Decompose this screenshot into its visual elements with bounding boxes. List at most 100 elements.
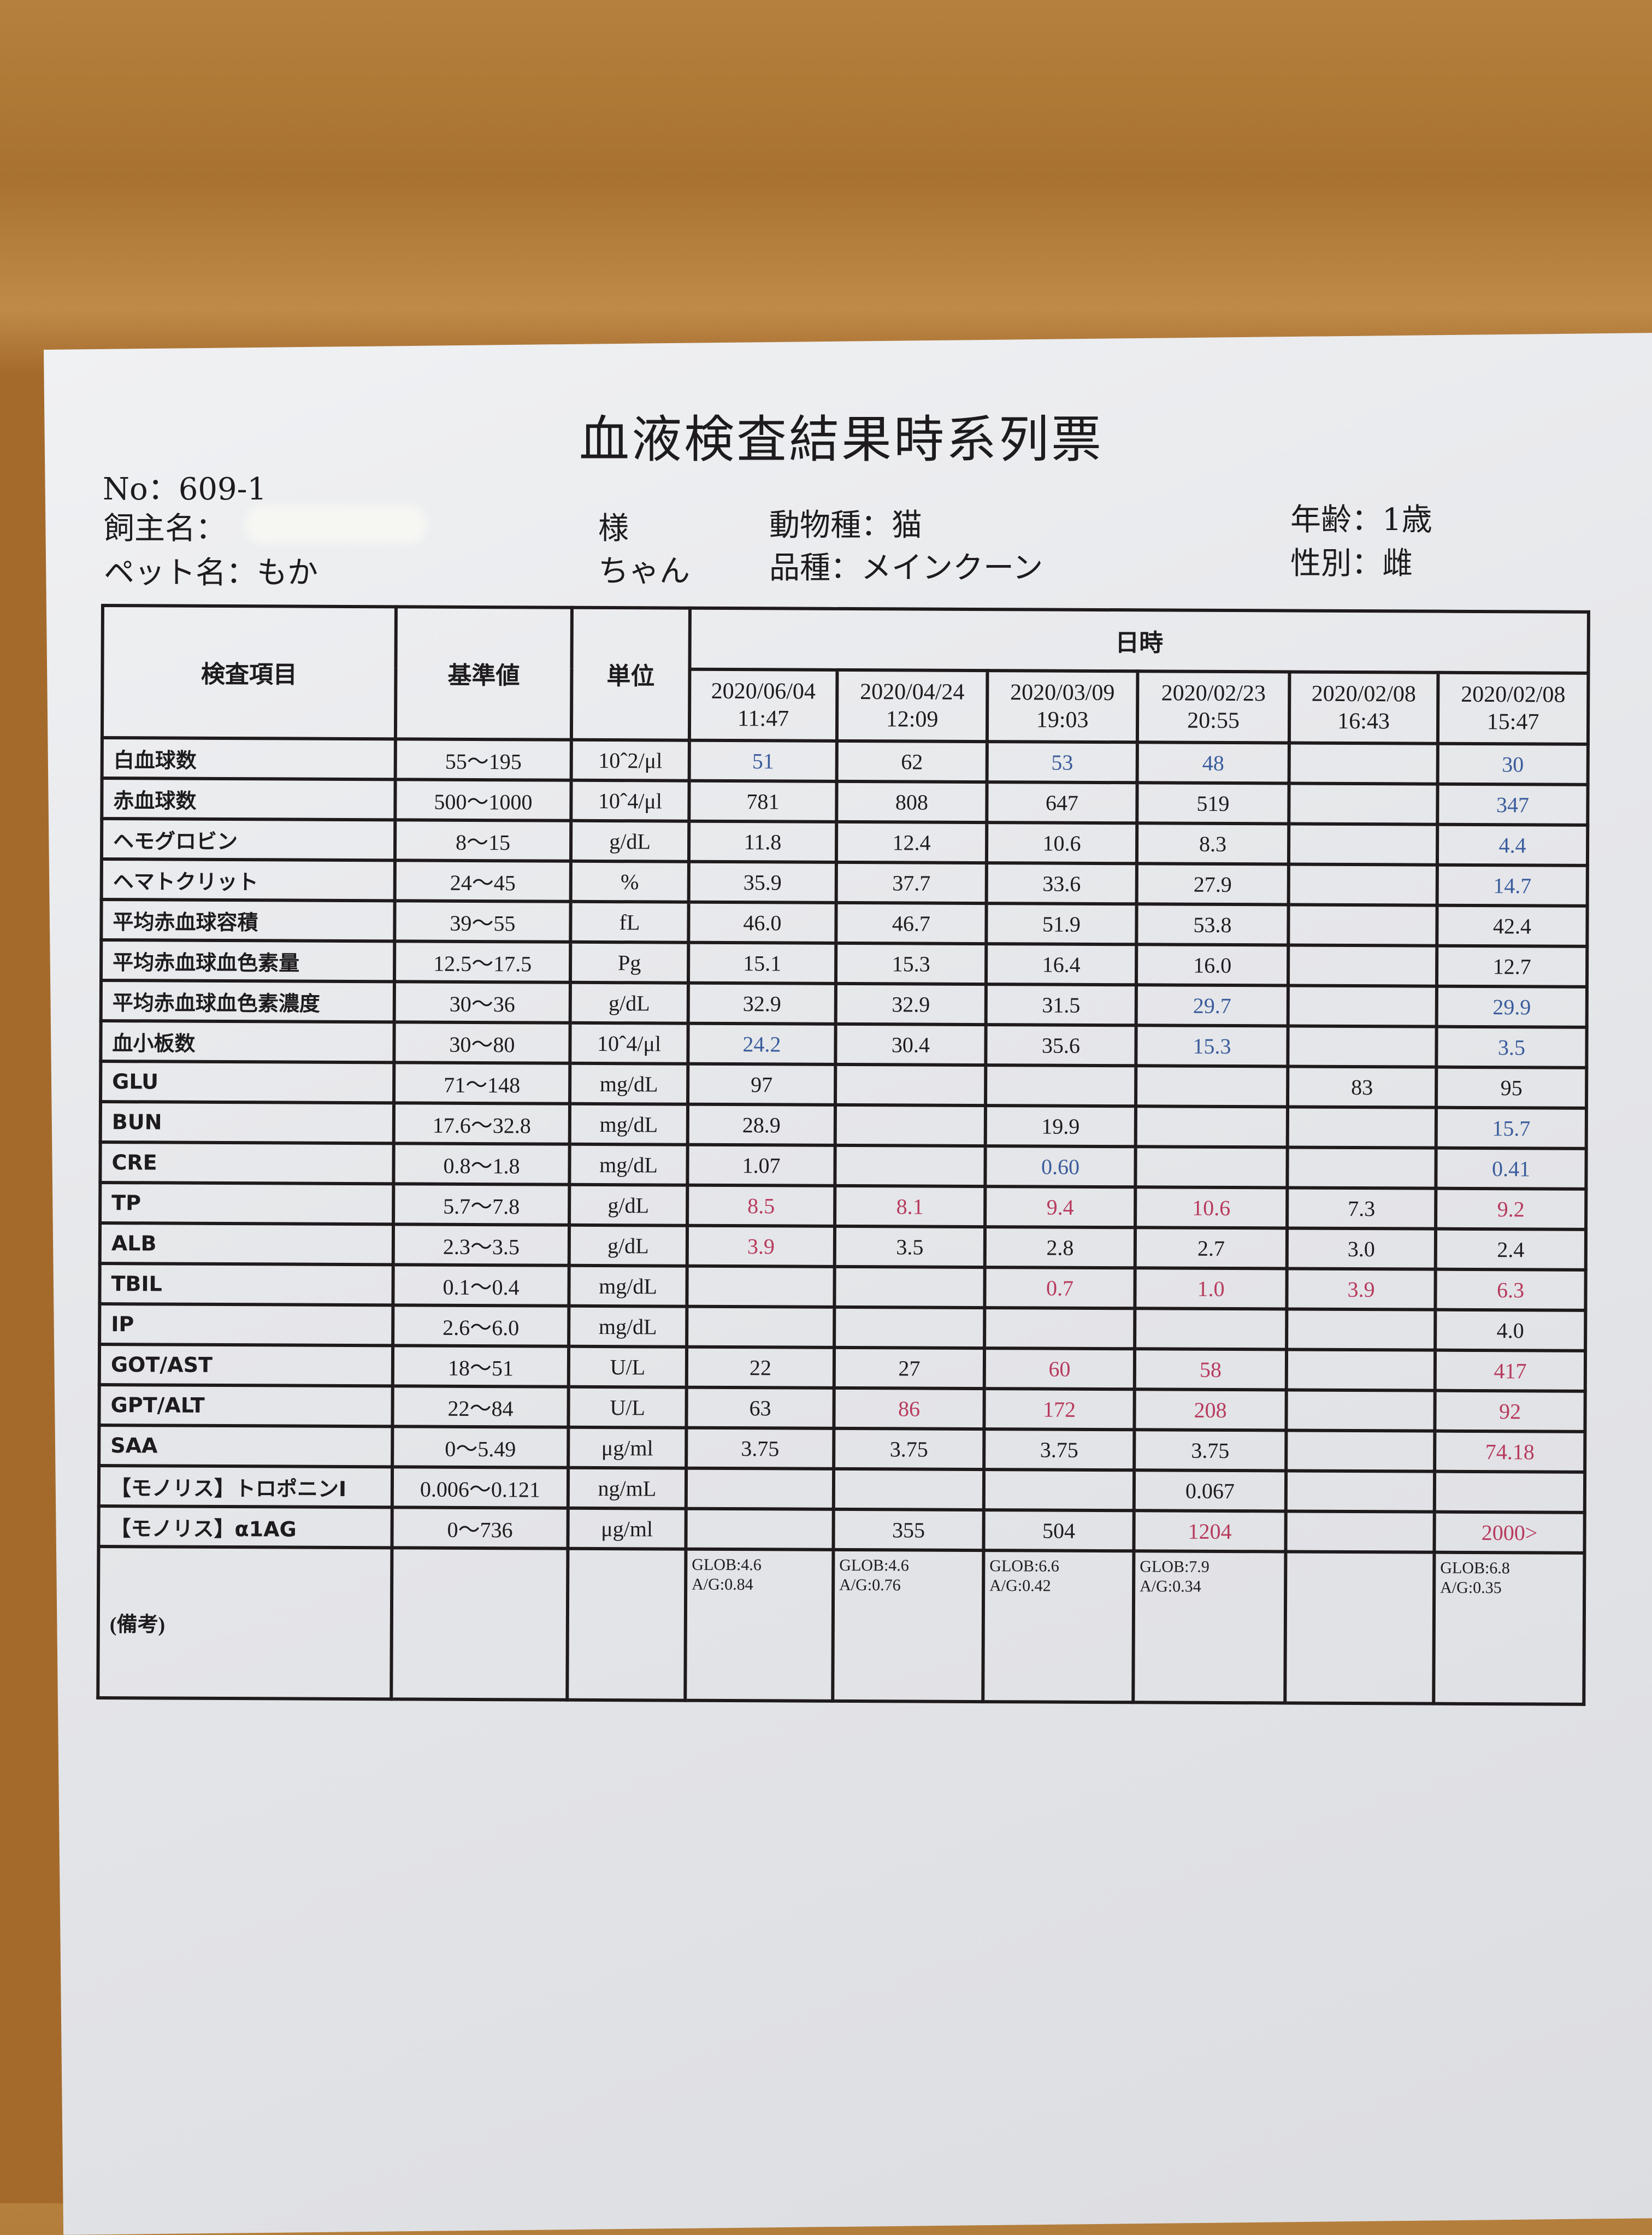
result-value: 6.3 [1435, 1269, 1586, 1310]
reference-range: 0.006〜0.121 [392, 1467, 569, 1508]
date: 2020/02/23 [1161, 680, 1266, 707]
result-value: 95 [1436, 1067, 1587, 1108]
result-value [835, 1104, 986, 1146]
result-value: 10.6 [986, 822, 1137, 864]
table-row: 白血球数 55〜195 10ˆ2/μl 51 62 53 48 30 [102, 738, 1588, 785]
result-value: 35.6 [986, 1025, 1136, 1066]
remark-value: GLOB:7.9 A/G:0.34 [1133, 1551, 1286, 1703]
reference-range: 0.8〜1.8 [393, 1143, 570, 1185]
reference-range: 500〜1000 [395, 779, 571, 821]
table-row: 【モノリス】α1AG 0〜736 μg/ml 355 504 1204 2000> [98, 1505, 1585, 1553]
result-value: 46.0 [688, 902, 836, 943]
reference-range: 30〜80 [394, 1022, 570, 1063]
time: 19:03 [1036, 707, 1089, 733]
test-item: 平均赤血球血色素量 [101, 940, 395, 982]
result-value [1288, 945, 1437, 986]
unit: μg/ml [568, 1508, 686, 1549]
reference-range: 8〜15 [394, 820, 571, 861]
header-datetime: 日時 [689, 608, 1589, 673]
result-value: 29.9 [1436, 986, 1587, 1027]
result-value [984, 1308, 1135, 1349]
result-value [1288, 864, 1437, 905]
result-value [1285, 1511, 1435, 1552]
owner-label: 飼主名： [104, 511, 226, 546]
table-row: TBIL 0.1〜0.4 mg/dL 0.7 1.0 3.9 6.3 [99, 1263, 1586, 1310]
result-value: 8.3 [1136, 823, 1289, 864]
result-value: 62 [836, 740, 987, 783]
results-table: 検査項目 基準値 単位 日時 2020/06/04 11:47 2020/04/24… [96, 604, 1590, 1706]
breed: 品種：メインクーン [769, 550, 1043, 586]
unit: % [570, 861, 689, 902]
result-value [1287, 1147, 1436, 1189]
test-item: 白血球数 [102, 738, 396, 780]
result-value: 48 [1137, 742, 1289, 784]
date: 2020/03/09 [1010, 680, 1115, 706]
result-value [687, 1266, 835, 1307]
table-row: ヘマトクリット 24〜45% 35.9 37.7 33.6 27.9 14.7 [101, 859, 1588, 906]
result-value [1289, 743, 1438, 784]
result-value [835, 1145, 986, 1187]
reference-range: 0.1〜0.4 [393, 1264, 569, 1306]
result-value [1289, 783, 1438, 825]
page-title: 血液検査結果時系列票 [579, 410, 1104, 469]
result-value: 4.0 [1435, 1309, 1586, 1351]
result-value [687, 1306, 835, 1348]
result-value: 16.4 [986, 944, 1137, 985]
result-value [1288, 985, 1437, 1027]
result-value [1135, 1106, 1288, 1148]
result-value: 3.9 [687, 1225, 835, 1267]
owner-name-redacted [246, 505, 426, 544]
result-value: 3.75 [984, 1429, 1135, 1471]
result-value: 42.4 [1437, 905, 1588, 946]
time: 11:47 [737, 706, 789, 732]
header-item: 検査項目 [102, 605, 396, 739]
remark-value [1285, 1551, 1435, 1704]
unit: 10ˆ4/μl [570, 1022, 688, 1064]
result-value [835, 1064, 986, 1106]
result-value: 30.4 [835, 1024, 986, 1066]
unit: mg/dL [570, 1063, 688, 1104]
result-value: 3.9 [1287, 1268, 1436, 1310]
unit: 10ˆ4/μl [571, 780, 689, 821]
table-row: IP 2.6〜6.0 mg/dL 4.0 [99, 1304, 1586, 1351]
result-value [1135, 1146, 1288, 1188]
unit: g/dL [569, 1225, 688, 1266]
result-value: 86 [834, 1387, 984, 1430]
result-value: 74.18 [1435, 1431, 1585, 1472]
test-item: BUN [100, 1102, 394, 1144]
age: 年齢：1歳 [1290, 502, 1432, 538]
species: 動物種：猫 [769, 508, 922, 543]
result-value [1288, 824, 1438, 865]
result-value: 28.9 [687, 1104, 836, 1145]
result-value [1286, 1349, 1436, 1391]
result-value: 1.0 [1135, 1268, 1287, 1309]
test-item: CRE [100, 1142, 394, 1184]
result-value: 51.9 [986, 903, 1137, 945]
result-value: 8.1 [835, 1185, 986, 1227]
unit: g/dL [569, 1184, 688, 1226]
result-value: 24.2 [688, 1023, 836, 1064]
result-value: 9.2 [1436, 1188, 1586, 1230]
table-row: 平均赤血球血色素量 12.5〜17.5 Pg 15.1 15.3 16.4 16.0 12.7 [101, 940, 1588, 987]
result-value: 15.1 [688, 942, 836, 984]
result-value [1135, 1308, 1287, 1350]
result-value [833, 1468, 984, 1510]
date: 2020/06/04 [711, 678, 816, 704]
reference-range: 24〜45 [394, 860, 571, 902]
test-item: TBIL [99, 1263, 393, 1305]
sex: 性別：雌 [1290, 546, 1413, 581]
remarks-label: (備考) [98, 1546, 392, 1699]
result-value [686, 1508, 834, 1550]
header-date: 2020/03/09 19:03 [987, 671, 1138, 743]
result-value: 53.8 [1136, 904, 1289, 945]
result-value: 8.5 [687, 1185, 835, 1226]
result-value: 15.3 [1136, 1025, 1288, 1067]
reference-range: 71〜148 [394, 1062, 570, 1104]
date: 2020/04/24 [860, 679, 965, 705]
test-item: 平均赤血球容積 [101, 899, 395, 942]
reference-range: 12.5〜17.5 [394, 941, 571, 983]
result-value [1287, 1309, 1436, 1350]
result-value: 2.8 [984, 1227, 1136, 1268]
result-value: 808 [836, 781, 987, 823]
table-row: 平均赤血球容積 39〜55 fL 46.0 46.7 51.9 53.8 42.4 [101, 899, 1588, 946]
